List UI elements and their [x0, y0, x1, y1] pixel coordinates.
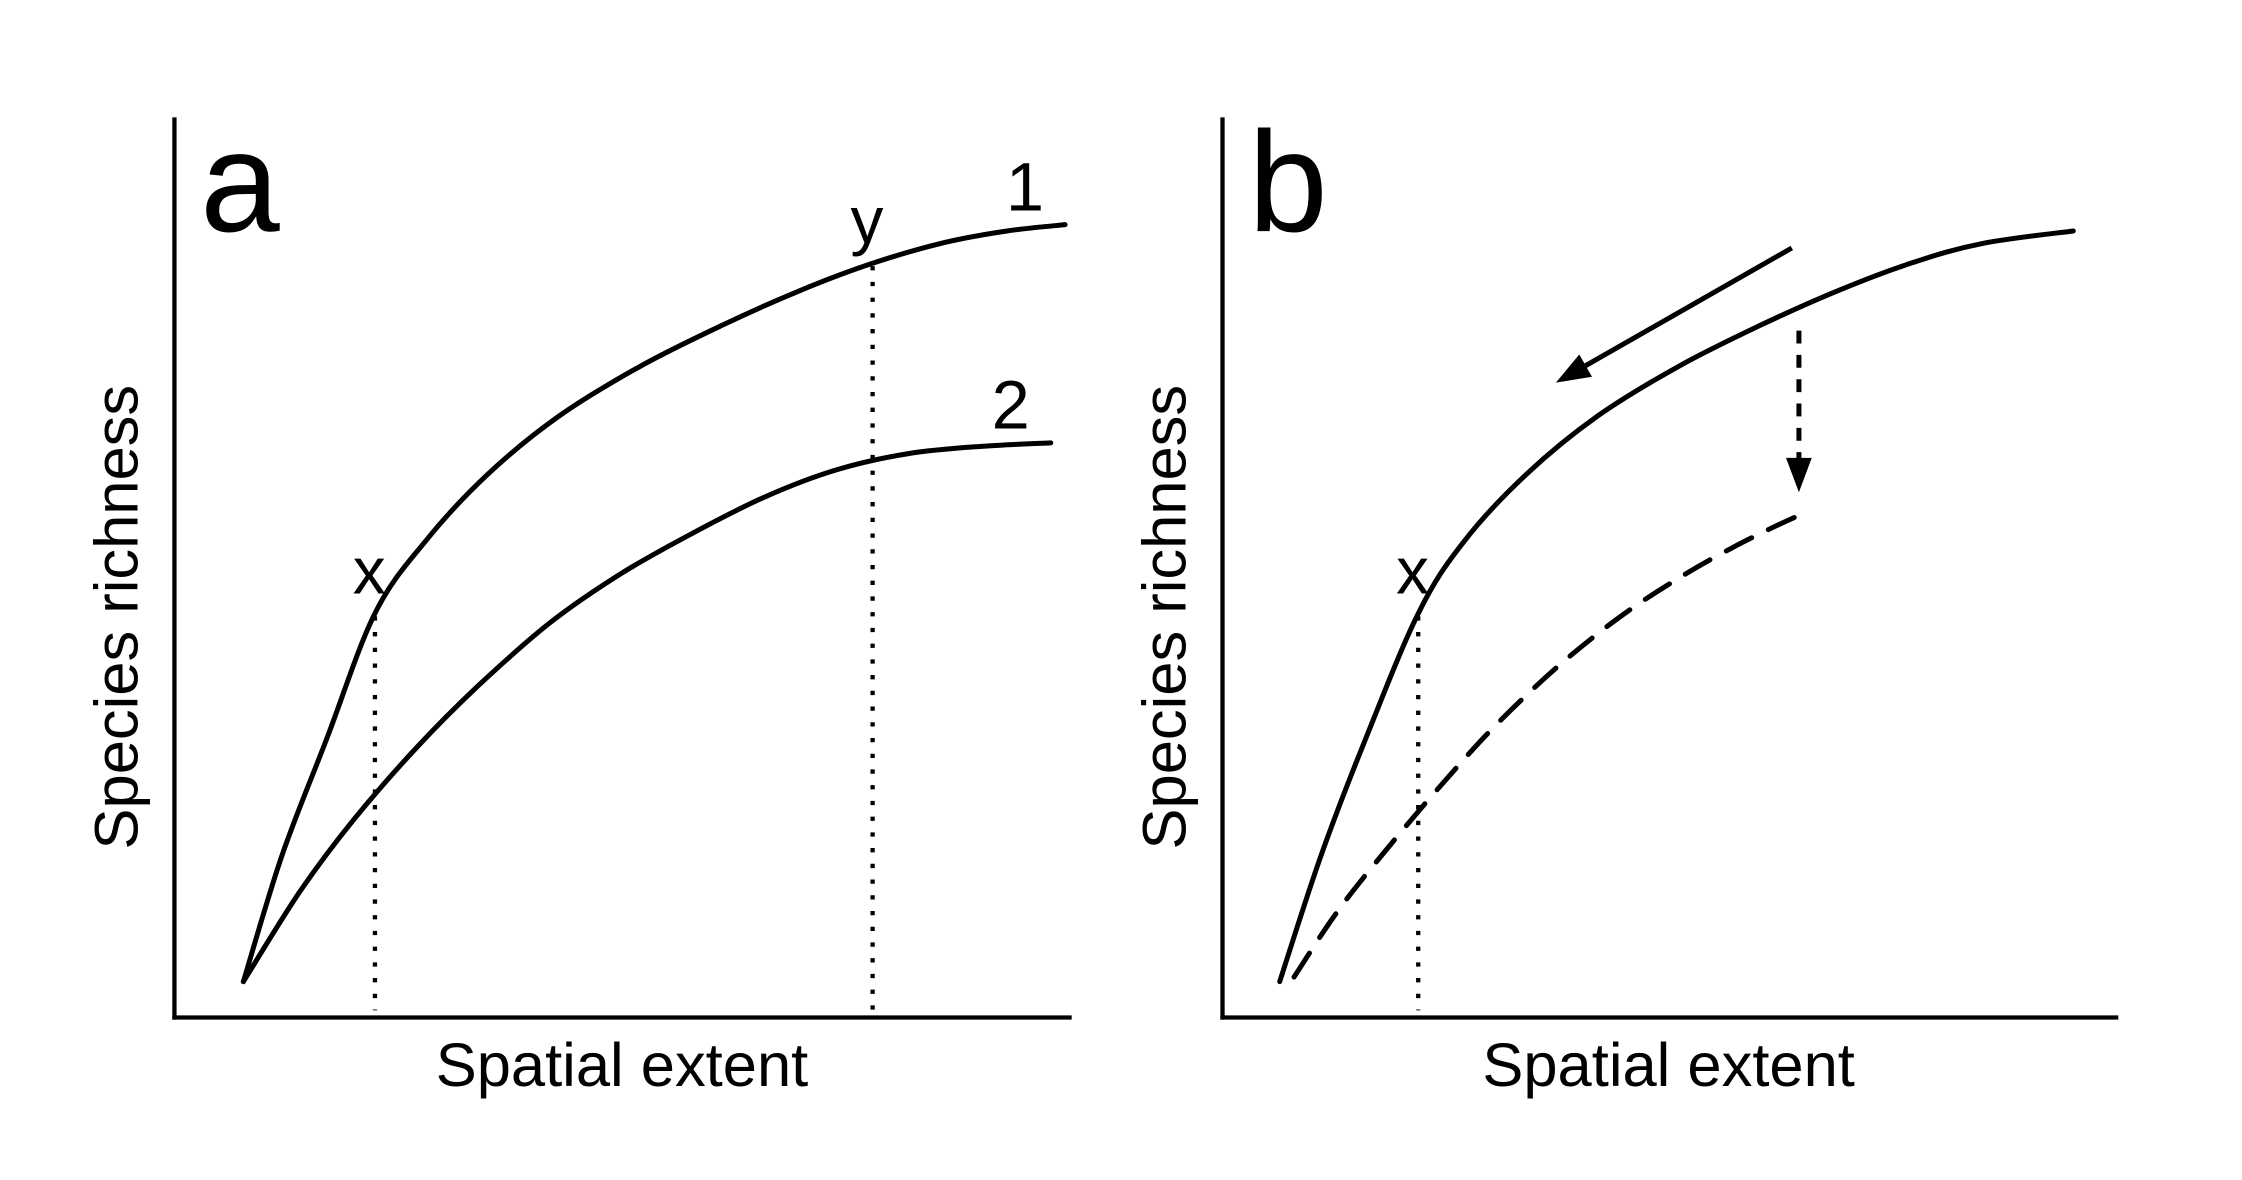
- panel-b-drop-down-arrow-head: [1786, 457, 1812, 493]
- panel-a-series-label-2: 2: [992, 367, 1030, 444]
- panel-a-label: a: [200, 103, 280, 262]
- panel-a-guide-label-y: y: [850, 183, 883, 257]
- panel-b-plot-area: x: [1277, 228, 2076, 1011]
- panel-b-along-curve-arrow-head: [1555, 354, 1592, 383]
- panel-a-guide-label-x: x: [353, 533, 386, 607]
- panel-b-x-axis-label: Spatial extent: [1482, 1031, 1854, 1100]
- panel-b-solid-curve: [1277, 228, 2076, 985]
- panel-b-label: b: [1248, 103, 1328, 262]
- panel-b-dashed-curve: [1291, 514, 1797, 980]
- panel-a-species-area-curve-1: [240, 222, 1068, 985]
- panel-a-plot-area: x y 1 2: [240, 148, 1068, 1011]
- panel-a: a Spatial extent Species richness x y 1 2: [82, 103, 1072, 1100]
- panel-b-guide-label-x: x: [1396, 533, 1429, 607]
- panel-a-species-area-curve-2: [240, 440, 1054, 985]
- panel-b-along-curve-arrow: [1574, 245, 1794, 374]
- panel-b: b Spatial extent Species richness x: [1130, 103, 2119, 1100]
- panel-a-series-label-1: 1: [1006, 148, 1044, 225]
- panel-a-y-axis-label: Species richness: [82, 385, 151, 850]
- panel-a-x-axis-label: Spatial extent: [436, 1031, 808, 1100]
- panel-b-y-axis-label: Species richness: [1130, 385, 1199, 850]
